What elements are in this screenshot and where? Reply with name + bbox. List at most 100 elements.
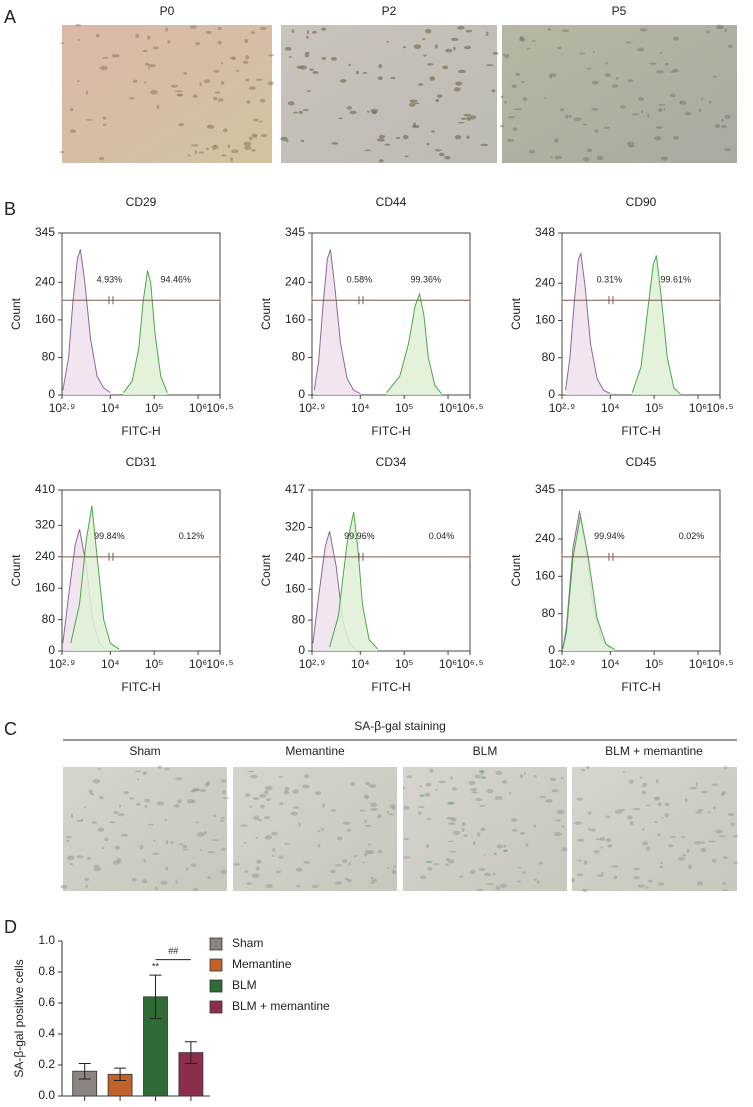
texture: [561, 825, 565, 828]
texture: [291, 29, 295, 33]
error-bar: [114, 1067, 127, 1081]
x-tick-label: 10²·⁹: [549, 657, 575, 671]
texture: [448, 822, 456, 826]
texture: [436, 94, 443, 98]
texture: [217, 26, 222, 31]
micrograph: [63, 767, 227, 891]
texture: [377, 76, 383, 81]
texture: [378, 159, 384, 163]
texture: [355, 70, 360, 75]
texture: [257, 819, 262, 822]
texture: [60, 884, 68, 889]
texture: [504, 100, 507, 104]
texture: [583, 860, 588, 865]
texture: [317, 843, 321, 848]
texture: [712, 75, 718, 78]
texture: [304, 53, 309, 58]
y-tick-label: 0: [48, 643, 55, 657]
texture: [207, 876, 212, 879]
texture: [641, 790, 647, 795]
panel-letter: C: [4, 719, 17, 739]
texture: [347, 828, 351, 833]
texture: [191, 144, 199, 147]
texture: [346, 878, 352, 883]
texture: [104, 837, 109, 842]
texture: [113, 811, 119, 815]
texture: [688, 864, 692, 870]
texture: [99, 65, 108, 71]
texture: [694, 841, 702, 845]
texture: [593, 849, 600, 854]
texture: [658, 107, 663, 113]
texture: [565, 114, 569, 119]
texture: [220, 817, 226, 819]
texture: [251, 149, 256, 152]
texture: [445, 857, 450, 862]
legend-swatch: [209, 979, 223, 993]
texture: [221, 154, 227, 157]
texture: [708, 100, 712, 104]
texture: [174, 90, 183, 93]
image-title: P0: [160, 4, 175, 18]
texture: [722, 881, 727, 885]
histogram-line: [70, 505, 120, 650]
texture: [321, 56, 327, 60]
texture: [463, 834, 468, 837]
texture: [469, 869, 476, 875]
texture: [243, 141, 252, 147]
texture: [312, 71, 319, 74]
texture: [364, 824, 372, 827]
texture: [213, 96, 218, 101]
texture: [266, 798, 271, 802]
texture: [592, 50, 595, 54]
texture: [517, 880, 521, 883]
texture: [366, 796, 369, 800]
texture: [137, 778, 140, 781]
texture: [204, 782, 210, 787]
y-axis-label: Count: [259, 554, 273, 587]
texture: [402, 46, 406, 49]
texture: [342, 821, 351, 825]
texture: [259, 120, 263, 123]
texture: [426, 142, 430, 146]
texture: [222, 789, 226, 795]
texture: [547, 27, 551, 32]
texture: [311, 884, 319, 888]
x-tick-label: 10⁶·⁵: [206, 401, 233, 415]
texture: [499, 883, 508, 888]
texture: [164, 767, 170, 771]
texture: [95, 34, 100, 38]
area-fill: [562, 515, 615, 651]
texture: [461, 822, 466, 827]
texture: [480, 771, 484, 776]
texture: [474, 774, 482, 779]
texture: [295, 867, 303, 872]
y-tick-label: 160: [285, 312, 305, 326]
texture: [527, 47, 531, 50]
texture: [145, 62, 150, 66]
x-tick-label: 10⁵: [145, 401, 163, 415]
texture: [492, 51, 499, 55]
texture: [177, 799, 182, 804]
texture: [479, 804, 486, 807]
texture: [370, 108, 378, 114]
texture: [591, 108, 599, 111]
texture: [645, 804, 652, 807]
texture: [334, 864, 342, 867]
texture: [330, 809, 337, 812]
y-tick-label: 0.2: [38, 1057, 55, 1071]
texture: [640, 110, 644, 114]
texture: [594, 129, 599, 133]
texture: [550, 155, 553, 159]
texture: [164, 819, 168, 821]
texture: [192, 788, 200, 792]
area-fill: [314, 249, 361, 395]
texture: [425, 782, 432, 787]
texture: [583, 157, 590, 162]
texture: [330, 56, 337, 61]
texture: [632, 807, 641, 811]
texture: [611, 865, 619, 868]
texture: [455, 81, 463, 86]
y-tick-label: 0.6: [38, 995, 55, 1009]
texture: [288, 56, 292, 58]
